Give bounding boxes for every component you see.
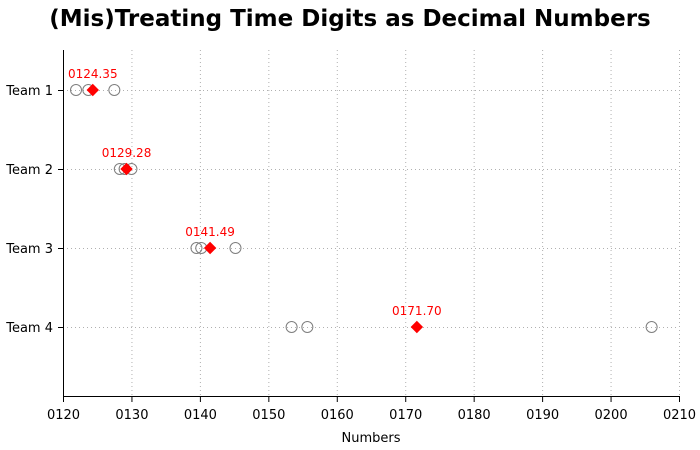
data-point-diamond <box>120 162 133 176</box>
data-point-diamond <box>86 83 99 97</box>
data-point-circle <box>70 84 83 96</box>
data-point-circle <box>108 84 121 96</box>
x-tick-label: 0190 <box>526 408 559 423</box>
x-axis-label: Numbers <box>342 431 401 446</box>
x-tick-label: 0160 <box>321 408 354 423</box>
grid <box>63 50 680 396</box>
data-point-circle <box>285 321 298 333</box>
x-tick-label: 0170 <box>389 408 422 423</box>
x-tick-label: 0130 <box>115 408 148 423</box>
data-markers <box>70 83 658 334</box>
y-tick-label: Team 3 <box>5 242 53 257</box>
data-label: 0141.49 <box>185 225 235 239</box>
data-point-circle <box>645 321 658 333</box>
x-tick-label: 0140 <box>184 408 217 423</box>
data-point-circle <box>229 242 242 254</box>
data-label: 0171.70 <box>392 304 442 318</box>
data-labels: 0124.35 0129.28 0141.49 0171.70 <box>68 67 442 318</box>
y-tick-label: Team 4 <box>5 321 53 336</box>
x-tick-label: 0200 <box>595 408 628 423</box>
data-point-diamond <box>203 241 217 255</box>
data-point-circle <box>190 242 203 254</box>
chart-title: (Mis)Treating Time Digits as Decimal Num… <box>49 6 651 32</box>
x-tick-label: 0210 <box>663 408 696 423</box>
x-tick-label: 0180 <box>458 408 491 423</box>
axes <box>58 50 680 402</box>
x-tick-labels: 0120 0130 0140 0150 0160 0170 0180 0190 0200 0210 <box>47 408 696 423</box>
data-point-circle <box>301 321 314 333</box>
data-label: 0129.28 <box>102 146 152 160</box>
x-tick-label: 0120 <box>47 408 80 423</box>
y-tick-label: Team 2 <box>5 163 53 178</box>
x-tick-label: 0150 <box>252 408 285 423</box>
data-point-diamond <box>410 320 424 334</box>
y-tick-label: Team 1 <box>5 84 53 99</box>
data-label: 0124.35 <box>68 67 118 81</box>
y-tick-labels: Team 1 Team 2 Team 3 Team 4 <box>5 84 53 336</box>
